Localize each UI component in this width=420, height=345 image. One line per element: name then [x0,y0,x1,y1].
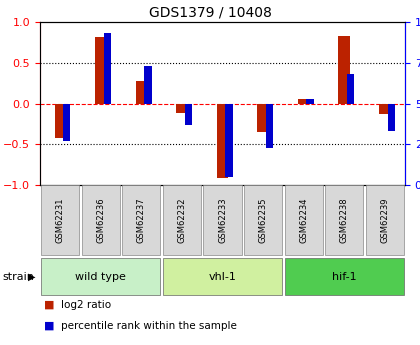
Bar [104,33,111,104]
Text: GDS1379 / 10408: GDS1379 / 10408 [149,5,271,19]
Bar [388,104,395,131]
Bar [136,81,147,104]
Bar [217,104,228,178]
Text: GSM62234: GSM62234 [299,197,308,243]
Text: hif-1: hif-1 [332,272,357,282]
Bar [307,99,314,103]
Text: GSM62232: GSM62232 [177,197,186,243]
Bar [226,104,233,177]
Bar [257,104,269,132]
Text: vhl-1: vhl-1 [209,272,236,282]
Bar [379,104,391,114]
Text: GSM62236: GSM62236 [96,197,105,243]
Text: GSM62235: GSM62235 [259,197,268,243]
Text: GSM62239: GSM62239 [380,197,389,243]
Text: GSM62238: GSM62238 [340,197,349,243]
Bar [339,36,350,104]
Text: wild type: wild type [76,272,126,282]
Text: ■: ■ [44,321,55,331]
Bar [347,74,354,104]
Bar [185,104,192,125]
Bar [55,104,66,138]
Text: percentile rank within the sample: percentile rank within the sample [61,321,237,331]
Text: GSM62237: GSM62237 [137,197,146,243]
Text: GSM62231: GSM62231 [56,197,65,243]
Bar [176,104,188,113]
Bar [63,104,71,141]
Text: ■: ■ [44,300,55,310]
Text: GSM62233: GSM62233 [218,197,227,243]
Bar [266,104,273,148]
Bar [144,66,152,104]
Text: log2 ratio: log2 ratio [61,300,111,310]
Bar [95,37,107,104]
Text: ▶: ▶ [28,272,35,282]
Bar [298,99,309,103]
Text: strain: strain [2,272,34,282]
